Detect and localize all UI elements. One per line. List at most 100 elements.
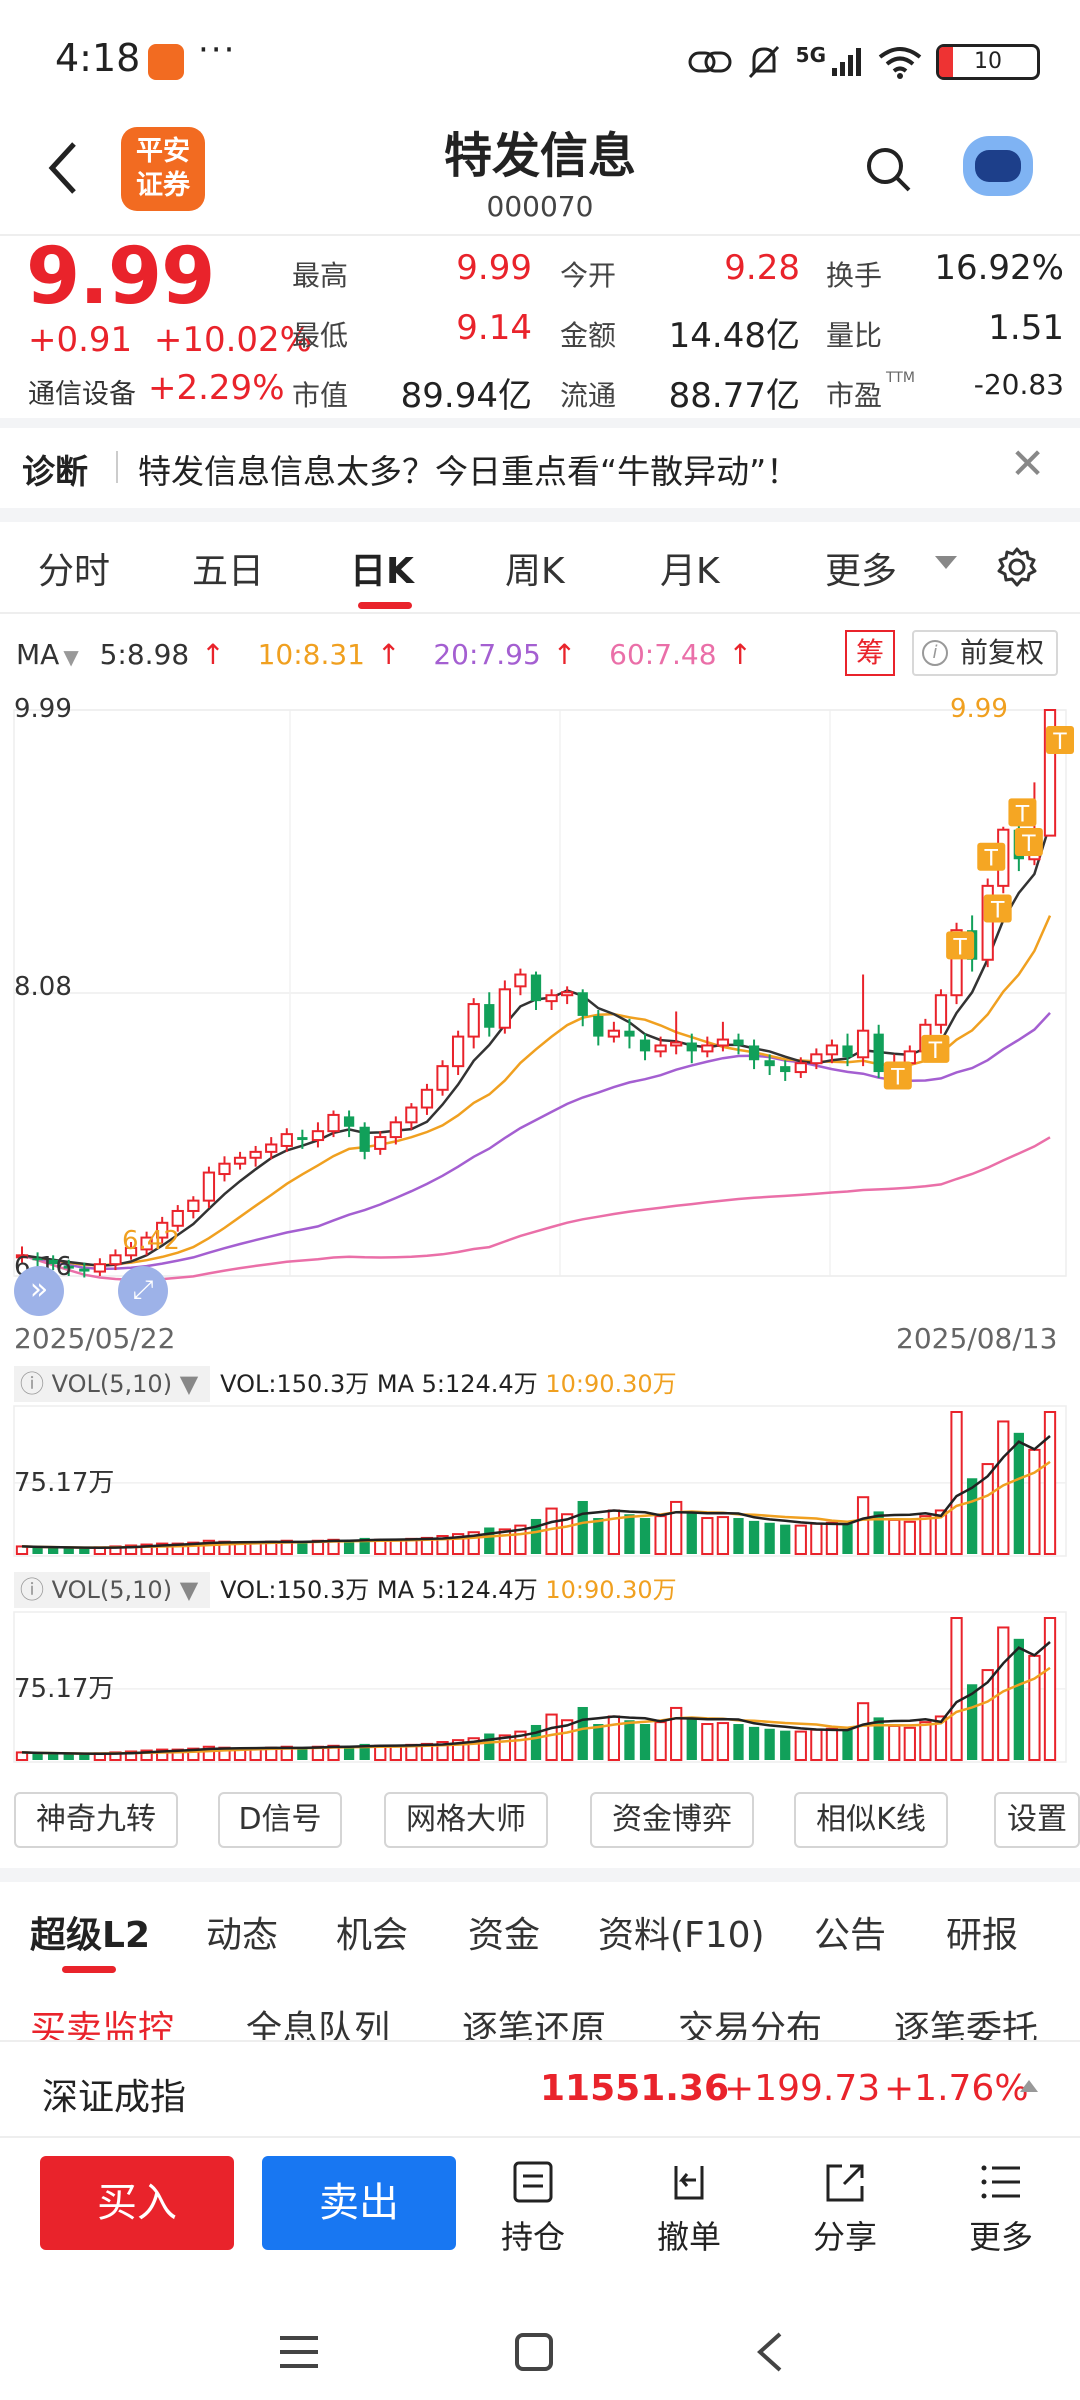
candle-down [577,992,588,1016]
close-icon[interactable]: ✕ [1010,439,1046,488]
candle-down [873,1033,884,1073]
tab-super-l2[interactable]: 超级L2 [30,1915,150,1956]
volume-bar-up [670,1500,683,1555]
candle-up [420,1088,434,1109]
tab-research[interactable]: 研报 [946,1915,1019,1956]
quote-label: 量比 [826,319,883,352]
volume-bar-up [202,1539,216,1556]
tab-funds[interactable]: 资金 [468,1915,541,1956]
tab-fenshi[interactable]: 分时 [38,551,111,592]
chevron-down-icon[interactable] [935,556,957,569]
candle-down [48,1259,59,1265]
volume-bar-down [48,1547,59,1554]
volume-bar-up [1043,1411,1057,1555]
indicator-button-fund[interactable]: 资金博弈 [590,1792,754,1848]
volume-axis-label-1: 75.17万 [14,1468,115,1498]
volume-bar-up [156,1542,169,1556]
volume-bar-down [733,1518,744,1554]
sell-button[interactable]: 卖出 [262,2156,456,2250]
candle-up [950,929,963,997]
index-name: 深证成指 [42,2077,187,2118]
candle-up [498,988,511,1029]
tab-f10[interactable]: 资料(F10) [598,1915,765,1956]
volume-indicator-selector-2[interactable]: ⓘ VOL(5,10) ▼ [14,1572,211,1608]
indicator-button-jiuzhuan[interactable]: 神奇九转 [14,1792,178,1848]
candle-up [140,1236,153,1251]
volume-bar-down [79,1548,90,1554]
indicator-button-d-signal[interactable]: D信号 [218,1792,342,1848]
section-gap [0,508,1080,522]
tab-wuri[interactable]: 五日 [192,551,265,592]
volume-bar-up [156,1748,169,1762]
quote-label: 换手 [826,259,883,292]
sector-name[interactable]: 通信设备 [28,379,136,410]
gear-icon[interactable] [996,546,1038,588]
chevron-up-icon[interactable] [1020,2080,1038,2092]
tab-more[interactable]: 更多 [825,551,898,592]
holdings-button[interactable]: 持仓 [478,2160,588,2258]
back-arrow-icon[interactable] [44,138,84,198]
index-ticker-bar[interactable]: 深证成指 11551.36 +199.73 +1.76% [0,2040,1080,2136]
candle-down [63,1265,74,1269]
wifi-icon [878,47,922,79]
tab-opportunities[interactable]: 机会 [336,1915,409,1956]
volume-axis-label-2: 75.17万 [14,1674,115,1704]
tab-monthly-k[interactable]: 月K [660,551,720,592]
quote-value: -20.83 [973,368,1064,401]
candle-down [484,1004,495,1028]
menu-icon[interactable] [278,2334,320,2370]
volume-bar-up [701,1517,714,1555]
tab-weekly-k[interactable]: 周K [505,551,565,592]
broker-logo[interactable]: 平安 证券 [121,127,205,211]
chip-distribution-button[interactable]: 筹 [845,630,895,676]
candle-up [171,1209,184,1227]
candle-down [593,1015,604,1037]
ai-assistant-robot-icon[interactable] [963,136,1033,196]
volume-legend-2[interactable]: ⓘ VOL(5,10) ▼ VOL:150.3万 MA 5:124.4万 10:9… [14,1570,677,1608]
volume-bar-down [1013,1638,1024,1760]
indicator-settings-button[interactable]: 设置 [994,1792,1080,1848]
quote-value: 89.94亿 [400,376,532,416]
share-button[interactable]: 分享 [790,2160,900,2258]
tab-dynamics[interactable]: 动态 [206,1915,279,1956]
ma-legend[interactable]: MA ▼ 5:8.98 ↑ 10:8.31 ↑ 20:7.95 ↑ 60:7.48 ↑ [16,638,776,678]
list-icon [981,2165,1020,2199]
volume-indicator-selector[interactable]: ⓘ VOL(5,10) ▼ [14,1366,211,1402]
volume-bar-up [810,1728,823,1761]
volume-bar-up [514,1524,527,1555]
back-icon[interactable] [754,2330,784,2374]
candle-up [202,1171,216,1202]
ma-dropdown-icon[interactable]: ▼ [63,645,79,669]
indicator-button-similar-k[interactable]: 相似K线 [794,1792,948,1848]
diagnosis-banner[interactable]: 诊断 特发信息信息太多？今日重点看“牛散异动”！ ✕ [0,425,1080,505]
home-icon[interactable] [514,2332,554,2372]
current-price: 9.99 [26,232,215,322]
volume-chart-1[interactable] [0,1402,1080,1562]
volume-bar-up [124,1544,138,1555]
volume-chart-2[interactable] [0,1608,1080,1768]
volume-bar-up [903,1520,916,1555]
volume-bar-up [716,1516,730,1555]
buy-button[interactable]: 买入 [40,2156,234,2250]
cancel-order-button[interactable]: 撤单 [634,2160,744,2258]
candle-up [233,1156,247,1165]
indicator-button-grid[interactable]: 网格大师 [384,1792,548,1848]
fullscreen-icon[interactable]: ⤢ [118,1266,168,1316]
volume-bar-down [686,1512,697,1554]
expand-left-button[interactable]: » [14,1266,64,1316]
more-button[interactable]: 更多 [946,2160,1056,2258]
price-adjust-label: 前复权 [960,636,1045,669]
logo-line-1: 平安 [136,136,190,167]
volume-legend-1[interactable]: ⓘ VOL(5,10) ▼ VOL:150.3万 MA 5:124.4万 10:9… [14,1364,677,1402]
quote-label-sup: TTM [886,370,915,386]
tab-daily-k[interactable]: 日K [350,551,414,592]
section-gap [0,1868,1080,1882]
search-icon[interactable] [864,145,912,193]
volume-bar-down [297,1747,308,1760]
tab-announcements[interactable]: 公告 [814,1915,887,1956]
diagnosis-text[interactable]: 特发信息信息太多？今日重点看“牛散异动”！ [138,452,800,491]
candle-up [716,1038,730,1047]
price-adjust-button[interactable]: i 前复权 [912,630,1058,676]
sector-change: +2.29% [148,368,285,408]
